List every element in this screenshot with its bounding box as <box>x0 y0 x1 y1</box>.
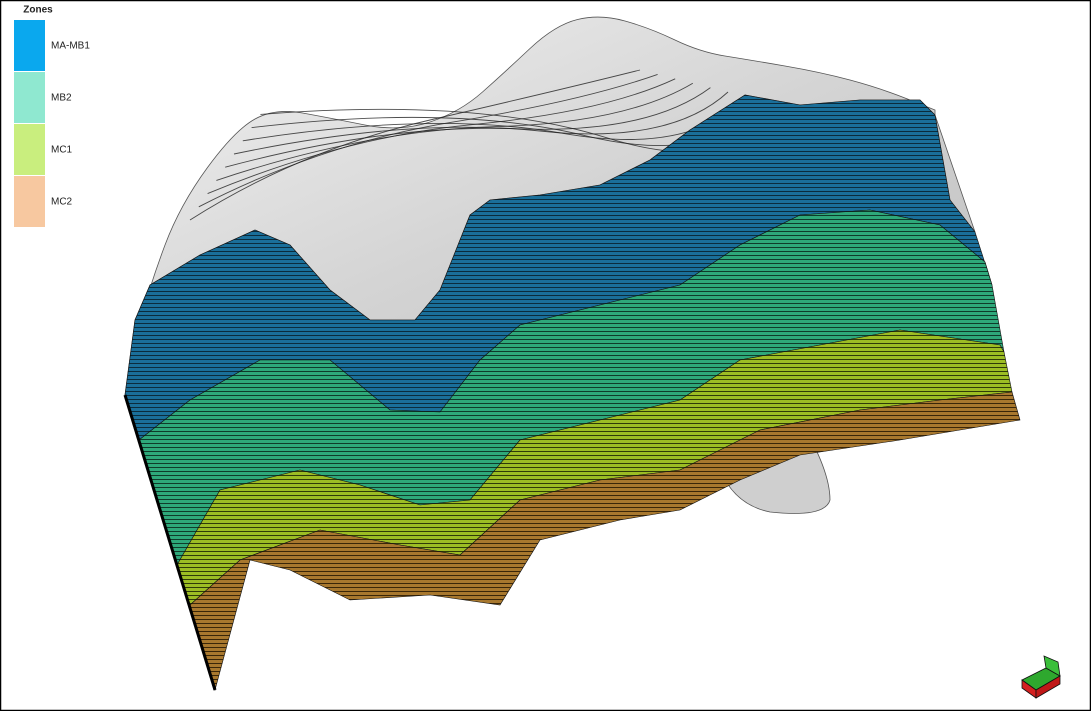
legend-swatch <box>14 124 45 175</box>
legend: Zones MA-MB1 MB2 MC1 MC2 <box>14 5 90 227</box>
contour-line <box>216 82 694 181</box>
legend-label: MC1 <box>51 145 73 156</box>
contour-line <box>189 69 641 221</box>
legend-label: MB2 <box>51 93 72 104</box>
zone-layer <box>189 391 1021 692</box>
contour-line <box>233 91 729 155</box>
legend-title: Zones <box>23 5 53 16</box>
legend-swatch <box>14 20 45 71</box>
top-surface <box>124 16 976 396</box>
model <box>123 16 1021 692</box>
legend-swatch <box>14 72 45 123</box>
legend-swatch <box>14 176 45 227</box>
axis-cube <box>1021 655 1061 699</box>
contour-line <box>198 73 658 208</box>
legend-label: MA-MB1 <box>51 41 90 52</box>
legend-label: MC2 <box>51 197 73 208</box>
model-edge <box>123 394 217 691</box>
